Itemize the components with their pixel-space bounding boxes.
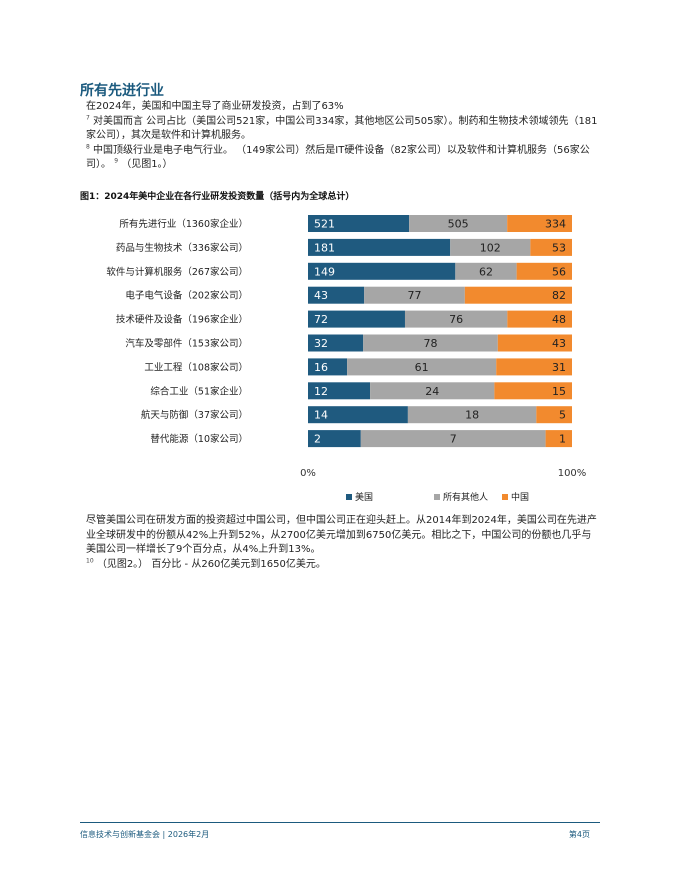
bar-segment: [308, 262, 456, 280]
data-label: 2: [314, 433, 321, 446]
footnote-ref-7[interactable]: 7: [86, 114, 90, 122]
bar-segment: [360, 430, 546, 448]
category-label: 电子电气设备（202家公司）: [125, 290, 248, 302]
bar-segment: [545, 430, 572, 448]
data-label: 61: [415, 361, 429, 374]
category-label: 替代能源（10家公司）: [150, 433, 248, 445]
bar-segment: [516, 262, 572, 280]
legend-label: 所有其他人: [443, 491, 488, 503]
intro-line-2: 对美国而言 公司占比（美国公司521家，中国公司334家，其他地区公司505家）…: [86, 115, 598, 142]
intro-line-3b: （见图1。）: [118, 159, 173, 170]
intro-line-1: 在2024年，美国和中国主导了商业研发投资，占到了63%: [86, 101, 344, 112]
bar-segment: [308, 215, 410, 232]
data-label: 77: [408, 289, 422, 302]
section-heading: 所有先进行业: [80, 83, 164, 99]
footer-org-date: 信息技术与创新基金会 | 2026年2月: [80, 830, 210, 839]
bar-segment: [409, 215, 508, 232]
legend-swatch: [346, 494, 352, 500]
data-label: 53: [552, 241, 566, 254]
bar-segment: [347, 358, 497, 376]
category-label: 所有先进行业（1360家企业）: [119, 218, 248, 230]
outro-paragraph: 尽管美国公司在研发方面的投资超过中国公司，但中国公司正在迎头赶上。从2014年到…: [86, 514, 598, 572]
bar-segment: [496, 358, 572, 376]
data-label: 181: [314, 241, 335, 254]
intro-paragraph: 在2024年，美国和中国主导了商业研发投资，占到了63% 7 对美国而言 公司占比…: [86, 100, 598, 173]
data-label: 505: [448, 218, 469, 231]
bar-segment: [407, 406, 537, 424]
bar-segment: [536, 406, 572, 424]
data-label: 334: [545, 218, 566, 231]
bar-segment: [363, 334, 498, 352]
category-label: 药品与生物技术（336家公司）: [116, 242, 248, 254]
x-tick-label: 100%: [558, 468, 587, 479]
data-label: 82: [552, 289, 566, 302]
footnote-ref-9[interactable]: 9: [114, 157, 119, 165]
intro-line-3: 中国顶级行业是电子电气行业。 （149家公司）然后是IT硬件设备（82家公司）以…: [86, 144, 590, 171]
bar-segment: [370, 382, 495, 400]
bar-segment: [404, 310, 508, 328]
outro-line-2: （见图2。） 百分比 - 从260亿美元到1650亿美元。: [93, 558, 326, 570]
legend-label: 美国: [355, 491, 373, 503]
data-label: 43: [552, 337, 566, 350]
footnote-ref-10[interactable]: 10: [86, 557, 94, 565]
data-label: 5: [559, 409, 566, 422]
outro-text: 尽管美国公司在研发方面的投资超过中国公司，但中国公司正在迎头赶上。从2014年到…: [86, 515, 597, 555]
category-label: 技术硬件及设备（196家企业）: [116, 314, 248, 326]
data-label: 24: [425, 385, 439, 398]
x-tick-label: 0%: [300, 468, 316, 479]
bar-segment: [530, 238, 572, 256]
data-label: 43: [314, 289, 328, 302]
footer-divider: [80, 822, 600, 823]
data-label: 62: [479, 265, 493, 278]
bar-segment: [464, 286, 572, 304]
legend-swatch: [434, 494, 440, 500]
bar-segment: [308, 382, 371, 400]
bar-segment: [308, 286, 365, 304]
bar-segment: [308, 358, 348, 376]
category-label: 软件与计算机服务（267家公司）: [106, 266, 248, 278]
figure-title: 图1：2024年美中企业在各行业研发投资数量（括号内为全球总计）: [80, 192, 355, 202]
category-label: 航天与防御（37家公司）: [141, 409, 248, 421]
bar-segment: [308, 310, 405, 328]
bar-segment: [507, 310, 572, 328]
data-label: 56: [552, 265, 566, 278]
category-label: 综合工业（51家企业）: [150, 385, 248, 397]
data-label: 1: [559, 433, 566, 446]
data-label: 102: [480, 241, 501, 254]
bar-segment: [308, 238, 451, 256]
data-label: 76: [449, 313, 463, 326]
bar-segment: [455, 262, 517, 280]
bar-segment: [308, 334, 364, 352]
bar-segment: [494, 382, 572, 400]
data-label: 521: [314, 218, 335, 231]
bar-segment: [364, 286, 465, 304]
data-label: 48: [552, 313, 566, 326]
data-label: 16: [314, 361, 328, 374]
category-label: 汽车及零部件（153家公司）: [125, 338, 248, 350]
bar-segment: [308, 430, 361, 448]
bar-segment: [497, 334, 572, 352]
legend-label: 中国: [511, 491, 529, 503]
data-label: 78: [424, 337, 438, 350]
footnote-ref-8[interactable]: 8: [86, 143, 90, 151]
footer-page-number: 第4页: [568, 830, 590, 839]
data-label: 72: [314, 313, 328, 326]
bar-segment: [507, 215, 572, 232]
bar-segment: [308, 406, 408, 424]
category-label: 工业工程（108家公司）: [144, 361, 248, 373]
data-label: 18: [465, 409, 479, 422]
data-label: 149: [314, 265, 335, 278]
data-label: 32: [314, 337, 328, 350]
legend-swatch: [502, 494, 508, 500]
data-label: 15: [552, 385, 566, 398]
bar-segment: [450, 238, 531, 256]
data-label: 12: [314, 385, 328, 398]
data-label: 14: [314, 409, 328, 422]
data-label: 7: [450, 433, 457, 446]
data-label: 31: [552, 361, 566, 374]
